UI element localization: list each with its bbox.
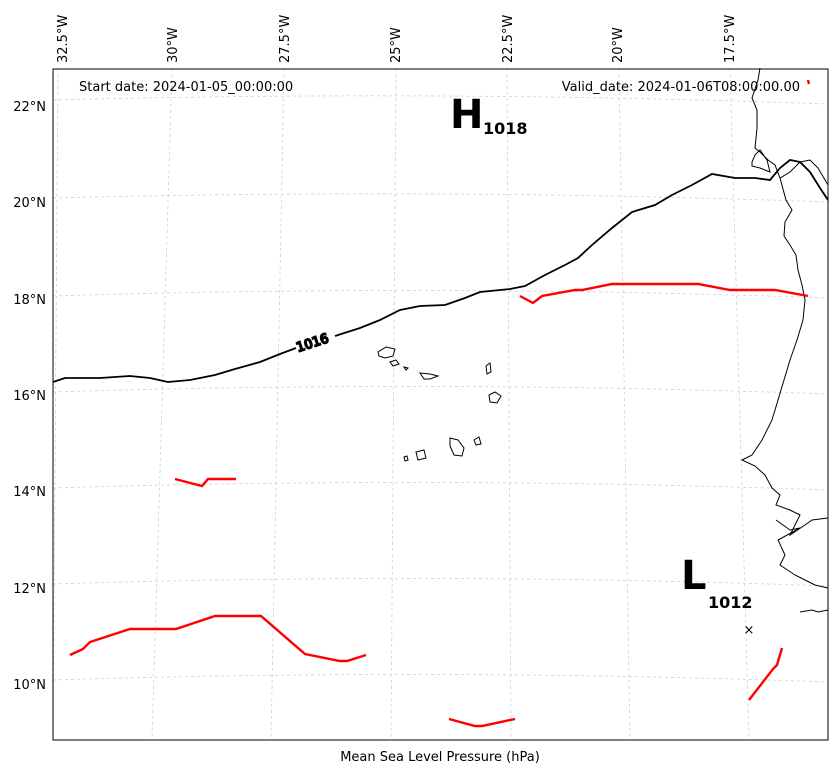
isobar-line bbox=[52, 347, 297, 383]
island bbox=[449, 437, 465, 457]
isobar-line bbox=[334, 159, 829, 337]
lon-tick-label: 25°W bbox=[389, 27, 404, 63]
gridline-lon bbox=[151, 67, 173, 741]
x-marker: × bbox=[744, 623, 755, 638]
lon-tick-labels: 32.5°W 30°W 27.5°W 25°W 22.5°W 20°W 17.5… bbox=[56, 15, 738, 63]
front-line bbox=[69, 614, 367, 663]
front-line bbox=[174, 477, 236, 488]
gridline-lon bbox=[390, 67, 397, 741]
gridline-lat bbox=[52, 290, 829, 299]
lat-tick-labels: 22°N 20°N 18°N 16°N 14°N 12°N 10°N bbox=[13, 100, 46, 693]
lon-tick-label: 22.5°W bbox=[501, 15, 516, 63]
lat-tick-label: 10°N bbox=[13, 678, 46, 693]
valid-date-label: Valid_date: 2024-01-06T08:00:00.00 bbox=[562, 80, 800, 95]
isobar-1016: 1016 bbox=[52, 159, 829, 383]
coastline bbox=[740, 67, 829, 613]
lat-tick-label: 14°N bbox=[13, 485, 46, 500]
low-value: 1012 bbox=[708, 593, 753, 612]
high-letter: H bbox=[450, 92, 483, 138]
gridline-lon bbox=[52, 67, 59, 741]
front-line bbox=[806, 79, 811, 85]
lon-tick-label: 17.5°W bbox=[723, 15, 738, 63]
map-caption: Mean Sea Level Pressure (hPa) bbox=[340, 750, 540, 765]
map-frame bbox=[52, 68, 829, 741]
cape-verde-islands bbox=[377, 346, 502, 462]
gridline-lon bbox=[270, 67, 285, 741]
high-pressure-center: H 1018 bbox=[450, 92, 528, 138]
island bbox=[402, 366, 409, 371]
graticule bbox=[52, 67, 829, 741]
gridline-lon bbox=[506, 67, 512, 741]
gridline-lat bbox=[52, 578, 829, 587]
lat-tick-label: 22°N bbox=[13, 100, 46, 115]
lon-tick-label: 32.5°W bbox=[56, 15, 71, 63]
island bbox=[473, 436, 482, 446]
low-pressure-center: L 1012 bbox=[681, 553, 753, 612]
lon-tick-label: 30°W bbox=[166, 27, 181, 63]
low-letter: L bbox=[681, 553, 707, 599]
high-value: 1018 bbox=[483, 119, 528, 138]
gridline-lat bbox=[52, 386, 829, 395]
gridline-lat bbox=[52, 482, 829, 491]
lat-tick-label: 18°N bbox=[13, 293, 46, 308]
africa-coast bbox=[740, 67, 829, 613]
gridline-lon bbox=[729, 67, 750, 741]
gridline-lat bbox=[52, 95, 829, 105]
front-line bbox=[519, 282, 809, 305]
island bbox=[418, 372, 440, 380]
lon-tick-label: 27.5°W bbox=[278, 15, 293, 63]
island bbox=[403, 455, 409, 462]
island bbox=[377, 346, 396, 359]
island bbox=[415, 449, 427, 461]
lat-tick-label: 16°N bbox=[13, 389, 46, 404]
front-line bbox=[748, 647, 784, 701]
island bbox=[389, 359, 400, 367]
lat-tick-label: 12°N bbox=[13, 582, 46, 597]
lon-tick-label: 20°W bbox=[611, 27, 626, 63]
start-date-label: Start date: 2024-01-05_00:00:00 bbox=[79, 80, 293, 95]
front-line bbox=[448, 717, 516, 728]
gridline-lon bbox=[618, 67, 631, 741]
island bbox=[488, 391, 502, 404]
fronts bbox=[69, 79, 811, 728]
gridline-lat bbox=[52, 193, 829, 203]
isobar-label: 1016 bbox=[295, 331, 331, 355]
island bbox=[485, 362, 492, 375]
gridline-lat bbox=[52, 674, 829, 683]
western-sahara-inlet bbox=[751, 149, 771, 173]
lat-tick-label: 20°N bbox=[13, 196, 46, 211]
